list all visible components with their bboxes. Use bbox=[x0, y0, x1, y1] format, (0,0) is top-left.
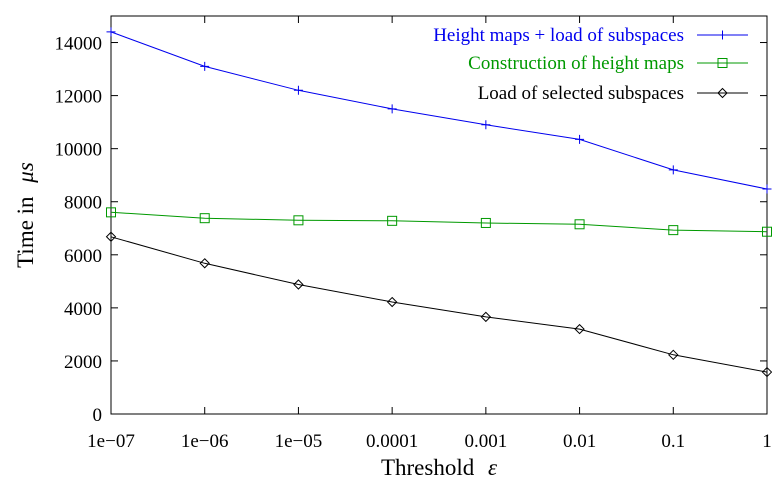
diamond-marker bbox=[480, 311, 492, 323]
plot-frame bbox=[110, 15, 768, 415]
series-line bbox=[110, 236, 768, 373]
plus-marker bbox=[762, 184, 772, 194]
series-line bbox=[110, 31, 768, 190]
series-layer bbox=[105, 27, 772, 378]
x-tick-label: 0.1 bbox=[661, 431, 685, 452]
diamond-marker bbox=[105, 231, 117, 242]
plus-marker bbox=[575, 134, 585, 144]
square-marker bbox=[106, 207, 116, 218]
x-axis-title: Threshold ε bbox=[381, 455, 498, 480]
x-tick-label: 1e−05 bbox=[275, 431, 323, 452]
y-tick-label: 14000 bbox=[55, 34, 103, 55]
x-axis-label: Threshold bbox=[381, 455, 475, 480]
x-tick-label: 0.001 bbox=[464, 431, 507, 452]
legend-label: Construction of height maps bbox=[468, 53, 684, 74]
diamond-marker bbox=[386, 296, 398, 308]
y-axis-title: Time in μs bbox=[13, 162, 38, 268]
square-marker bbox=[199, 213, 210, 224]
legend-label: Height maps + load of subspaces bbox=[433, 25, 684, 46]
plus-marker bbox=[200, 61, 210, 71]
y-tick-label: 4000 bbox=[64, 299, 102, 320]
y-tick-label: 12000 bbox=[55, 87, 103, 108]
y-tick-label: 0 bbox=[93, 405, 103, 426]
diamond-marker bbox=[668, 349, 679, 361]
series bbox=[105, 231, 772, 378]
y-tick-label: 2000 bbox=[64, 352, 102, 373]
series bbox=[106, 207, 772, 237]
diamond-marker bbox=[717, 87, 728, 99]
plus-marker bbox=[668, 165, 678, 175]
x-tick-label: 1 bbox=[762, 431, 772, 452]
x-axis-symbol: ε bbox=[488, 455, 498, 480]
axis-ticks: 0 2000 4000 6000 8000 10000 12000 14000 1e−07 1e−… bbox=[55, 16, 772, 452]
square-marker bbox=[387, 215, 398, 226]
square-marker bbox=[293, 215, 304, 226]
diamond-marker bbox=[761, 366, 772, 378]
x-tick-label: 1e−06 bbox=[181, 431, 229, 452]
legend: Height maps + load of subspaces Construct… bbox=[433, 25, 748, 104]
x-tick-label: 1e−07 bbox=[87, 431, 135, 452]
y-tick-label: 6000 bbox=[64, 246, 102, 267]
diamond-marker bbox=[293, 279, 304, 290]
x-tick-label: 0.0001 bbox=[366, 431, 418, 452]
plus-marker bbox=[106, 27, 116, 37]
square-marker bbox=[717, 58, 728, 68]
plus-marker bbox=[718, 30, 727, 40]
y-axis-symbol: μs bbox=[13, 162, 38, 184]
plus-marker bbox=[481, 120, 491, 130]
square-marker bbox=[668, 225, 679, 236]
plus-marker bbox=[387, 104, 397, 114]
x-tick-label: 0.01 bbox=[563, 431, 596, 452]
square-marker bbox=[574, 219, 585, 230]
series bbox=[106, 27, 772, 194]
y-tick-label: 10000 bbox=[55, 140, 103, 161]
y-tick-label: 8000 bbox=[64, 193, 102, 214]
diamond-marker bbox=[574, 323, 585, 335]
plus-marker bbox=[293, 85, 303, 95]
diamond-marker bbox=[199, 258, 210, 269]
legend-label: Load of selected subspaces bbox=[478, 83, 684, 104]
series-line bbox=[110, 211, 768, 233]
y-axis-label: Time in bbox=[13, 196, 38, 268]
square-marker bbox=[480, 217, 491, 228]
